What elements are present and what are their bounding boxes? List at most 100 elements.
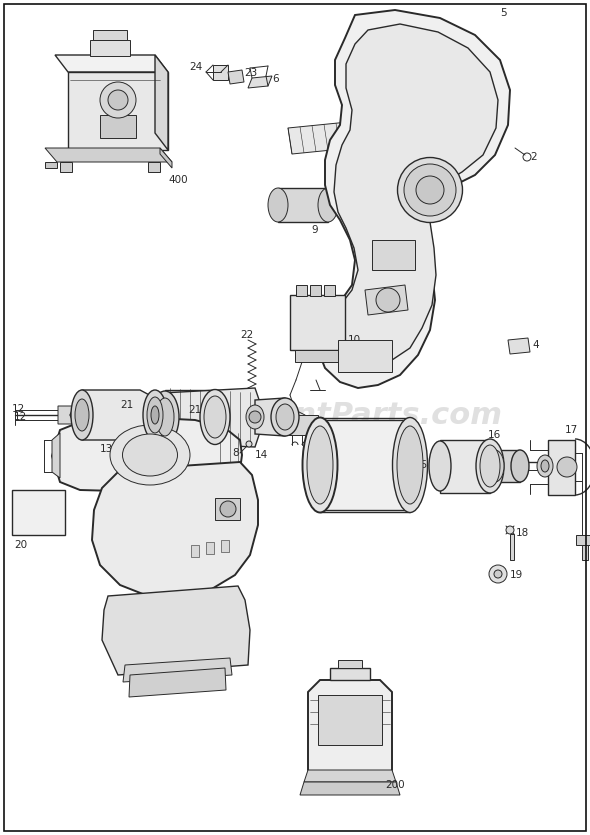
Circle shape	[249, 411, 261, 423]
Polygon shape	[215, 498, 240, 520]
Polygon shape	[248, 76, 272, 88]
Ellipse shape	[246, 405, 264, 429]
Ellipse shape	[123, 434, 178, 476]
Polygon shape	[92, 462, 258, 598]
Polygon shape	[45, 148, 172, 162]
Polygon shape	[213, 65, 228, 80]
Polygon shape	[255, 398, 292, 436]
Polygon shape	[320, 420, 410, 510]
Polygon shape	[52, 418, 242, 492]
Ellipse shape	[143, 390, 167, 440]
Circle shape	[494, 570, 502, 578]
Circle shape	[108, 90, 128, 110]
Polygon shape	[68, 72, 168, 150]
Ellipse shape	[200, 389, 230, 444]
Ellipse shape	[110, 425, 190, 485]
Text: 21: 21	[188, 405, 202, 415]
Circle shape	[376, 288, 400, 312]
Text: 12: 12	[14, 412, 27, 422]
Polygon shape	[334, 24, 498, 366]
Circle shape	[557, 457, 577, 477]
Polygon shape	[90, 40, 130, 56]
Polygon shape	[338, 660, 362, 668]
Polygon shape	[308, 680, 392, 782]
Text: 24: 24	[190, 62, 203, 72]
Polygon shape	[338, 340, 392, 372]
Circle shape	[100, 82, 136, 118]
Polygon shape	[582, 545, 588, 560]
Ellipse shape	[318, 188, 338, 222]
Polygon shape	[440, 440, 490, 493]
Polygon shape	[52, 433, 60, 478]
Circle shape	[220, 501, 236, 517]
Text: 10: 10	[348, 335, 361, 345]
Ellipse shape	[537, 455, 553, 477]
Polygon shape	[102, 586, 250, 675]
Text: eReplacementParts.com: eReplacementParts.com	[87, 401, 503, 429]
Text: 22: 22	[240, 330, 253, 340]
Ellipse shape	[303, 418, 337, 513]
Polygon shape	[206, 542, 214, 554]
Ellipse shape	[156, 398, 174, 436]
Polygon shape	[300, 782, 400, 795]
Text: 200: 200	[385, 780, 405, 790]
Ellipse shape	[271, 398, 299, 436]
Ellipse shape	[147, 397, 163, 433]
Text: 19: 19	[510, 570, 523, 580]
Ellipse shape	[416, 176, 444, 204]
Polygon shape	[372, 240, 415, 270]
Polygon shape	[148, 162, 160, 172]
Polygon shape	[58, 406, 82, 424]
Polygon shape	[288, 415, 318, 435]
Ellipse shape	[398, 158, 463, 222]
Ellipse shape	[404, 164, 456, 216]
Polygon shape	[100, 115, 136, 138]
Polygon shape	[330, 668, 370, 680]
Polygon shape	[296, 285, 307, 296]
Text: 9: 9	[312, 225, 319, 235]
Polygon shape	[278, 188, 328, 222]
Text: 17: 17	[565, 425, 578, 435]
Polygon shape	[365, 285, 408, 315]
Polygon shape	[508, 338, 530, 354]
Text: 23: 23	[244, 68, 257, 78]
Circle shape	[506, 526, 514, 534]
Ellipse shape	[204, 396, 226, 438]
Polygon shape	[70, 390, 155, 440]
Polygon shape	[60, 162, 72, 172]
Polygon shape	[191, 545, 199, 557]
Polygon shape	[129, 668, 226, 697]
Text: 21: 21	[120, 400, 133, 410]
Polygon shape	[576, 535, 590, 545]
Text: 4: 4	[532, 340, 539, 350]
Text: 6: 6	[272, 74, 278, 84]
Ellipse shape	[151, 391, 179, 443]
Polygon shape	[288, 122, 352, 154]
Text: 20: 20	[14, 540, 27, 550]
Text: 8: 8	[232, 448, 238, 458]
Polygon shape	[295, 350, 340, 362]
Circle shape	[489, 565, 507, 583]
Ellipse shape	[392, 418, 428, 513]
Text: 13: 13	[100, 444, 113, 454]
Polygon shape	[318, 695, 382, 745]
Polygon shape	[221, 540, 229, 552]
Polygon shape	[12, 490, 65, 535]
Text: 400: 400	[168, 175, 188, 185]
Ellipse shape	[75, 399, 89, 431]
Polygon shape	[155, 55, 168, 150]
Polygon shape	[123, 658, 232, 682]
Polygon shape	[304, 770, 396, 782]
Ellipse shape	[276, 404, 294, 430]
Polygon shape	[495, 450, 520, 482]
Ellipse shape	[541, 460, 549, 472]
Ellipse shape	[151, 406, 159, 424]
Ellipse shape	[71, 390, 93, 440]
Text: 16: 16	[488, 430, 501, 440]
Polygon shape	[55, 55, 168, 72]
Polygon shape	[324, 285, 335, 296]
Ellipse shape	[480, 445, 500, 487]
Text: 7: 7	[355, 130, 362, 140]
Ellipse shape	[307, 426, 333, 504]
Polygon shape	[160, 148, 172, 168]
